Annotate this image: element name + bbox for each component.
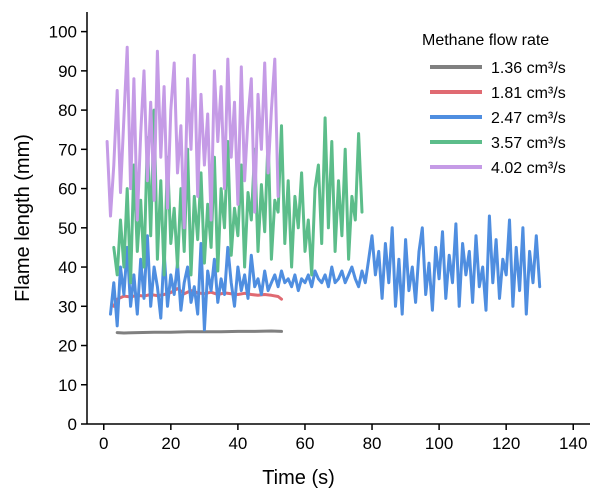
x-tick-label: 40 [228, 434, 247, 453]
y-tick-label: 0 [68, 415, 77, 434]
x-tick-label: 20 [161, 434, 180, 453]
legend-label-4: 3.57 cm³/s [491, 135, 566, 152]
x-tick-label: 0 [99, 434, 108, 453]
y-axis-title: Flame length (mm) [12, 134, 34, 302]
y-tick-label: 60 [58, 180, 77, 199]
legend: 1.36 cm³/s 1.81 cm³/s 2.47 cm³/s 3.57 cm³/s… [430, 60, 566, 177]
legend-label-2: 1.81 cm³/s [491, 85, 566, 102]
legend-label-1: 1.36 cm³/s [491, 60, 566, 77]
y-tick-label: 20 [58, 337, 77, 356]
y-tick-label: 40 [58, 258, 77, 277]
x-tick-label: 80 [363, 434, 382, 453]
series-line-3 [109, 214, 542, 332]
y-tick-label: 80 [58, 101, 77, 120]
y-tick-label: 30 [58, 297, 77, 316]
y-tick-label: 90 [58, 62, 77, 81]
legend-label-3: 2.47 cm³/s [491, 110, 566, 127]
y-tick-label: 50 [58, 219, 77, 238]
legend-title: Methane flow rate [422, 32, 549, 49]
y-tick-label: 70 [58, 140, 77, 159]
x-axis-title: Time (s) [262, 467, 335, 489]
y-tick-label: 10 [58, 376, 77, 395]
y-tick-label: 100 [49, 23, 77, 42]
axes-layer: 0 10 20 30 40 50 60 70 80 90 100 0 20 40 60 80 100 120 140 [49, 12, 590, 453]
series-line-1 [115, 329, 283, 335]
series-layer [105, 45, 542, 335]
series-line-5 [105, 45, 280, 230]
x-tick-label: 60 [296, 434, 315, 453]
legend-label-5: 4.02 cm³/s [491, 160, 566, 177]
x-tick-label: 100 [425, 434, 453, 453]
x-tick-label: 120 [492, 434, 520, 453]
x-tick-label: 140 [559, 434, 587, 453]
